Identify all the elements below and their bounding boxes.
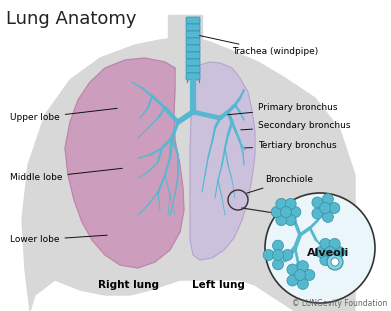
Circle shape: [287, 264, 298, 275]
Circle shape: [282, 249, 293, 261]
Text: Lower lobe: Lower lobe: [10, 235, 107, 244]
Circle shape: [331, 258, 339, 266]
Circle shape: [294, 270, 305, 281]
Text: Trachea (windpipe): Trachea (windpipe): [200, 35, 318, 57]
FancyBboxPatch shape: [186, 45, 200, 52]
Circle shape: [280, 207, 292, 217]
Text: Bronchiole: Bronchiole: [247, 175, 313, 193]
Circle shape: [285, 215, 296, 225]
Text: Left lung: Left lung: [192, 280, 244, 290]
Text: Middle lobe: Middle lobe: [10, 168, 122, 183]
Circle shape: [323, 194, 334, 205]
FancyBboxPatch shape: [186, 17, 200, 24]
Text: Tertiary bronchus: Tertiary bronchus: [245, 142, 337, 151]
Text: Right lung: Right lung: [97, 280, 158, 290]
Text: Alveoli: Alveoli: [307, 248, 349, 258]
Circle shape: [287, 275, 298, 286]
FancyBboxPatch shape: [186, 52, 200, 59]
Circle shape: [273, 249, 283, 261]
Circle shape: [271, 207, 282, 217]
Circle shape: [298, 278, 308, 290]
FancyBboxPatch shape: [186, 59, 200, 66]
FancyBboxPatch shape: [186, 38, 200, 45]
Text: Upper lobe: Upper lobe: [10, 108, 117, 123]
Circle shape: [323, 211, 334, 222]
Circle shape: [265, 193, 375, 303]
Circle shape: [290, 207, 301, 217]
FancyBboxPatch shape: [186, 24, 200, 31]
Circle shape: [263, 249, 274, 261]
Circle shape: [319, 202, 330, 213]
Text: Primary bronchus: Primary bronchus: [228, 104, 337, 115]
Circle shape: [315, 247, 326, 258]
Circle shape: [312, 197, 323, 208]
Circle shape: [273, 240, 283, 251]
Circle shape: [276, 215, 287, 225]
Circle shape: [285, 198, 296, 209]
Text: Lung Anatomy: Lung Anatomy: [6, 10, 136, 28]
Circle shape: [276, 198, 287, 209]
Circle shape: [298, 261, 308, 272]
Circle shape: [273, 259, 283, 270]
Text: © LUNGevity Foundation: © LUNGevity Foundation: [292, 299, 387, 308]
Circle shape: [329, 202, 340, 213]
Polygon shape: [168, 15, 202, 38]
FancyBboxPatch shape: [186, 73, 200, 80]
Circle shape: [325, 247, 335, 258]
FancyBboxPatch shape: [186, 66, 200, 73]
Polygon shape: [65, 58, 184, 268]
Polygon shape: [190, 62, 255, 260]
Circle shape: [304, 270, 315, 281]
Text: Secondary bronchus: Secondary bronchus: [241, 122, 350, 131]
Circle shape: [320, 255, 331, 266]
Circle shape: [329, 255, 340, 266]
FancyBboxPatch shape: [186, 31, 200, 38]
Circle shape: [327, 254, 343, 270]
Polygon shape: [22, 36, 355, 311]
Circle shape: [329, 239, 340, 249]
Circle shape: [320, 239, 331, 249]
Circle shape: [334, 247, 345, 258]
Circle shape: [312, 208, 323, 219]
